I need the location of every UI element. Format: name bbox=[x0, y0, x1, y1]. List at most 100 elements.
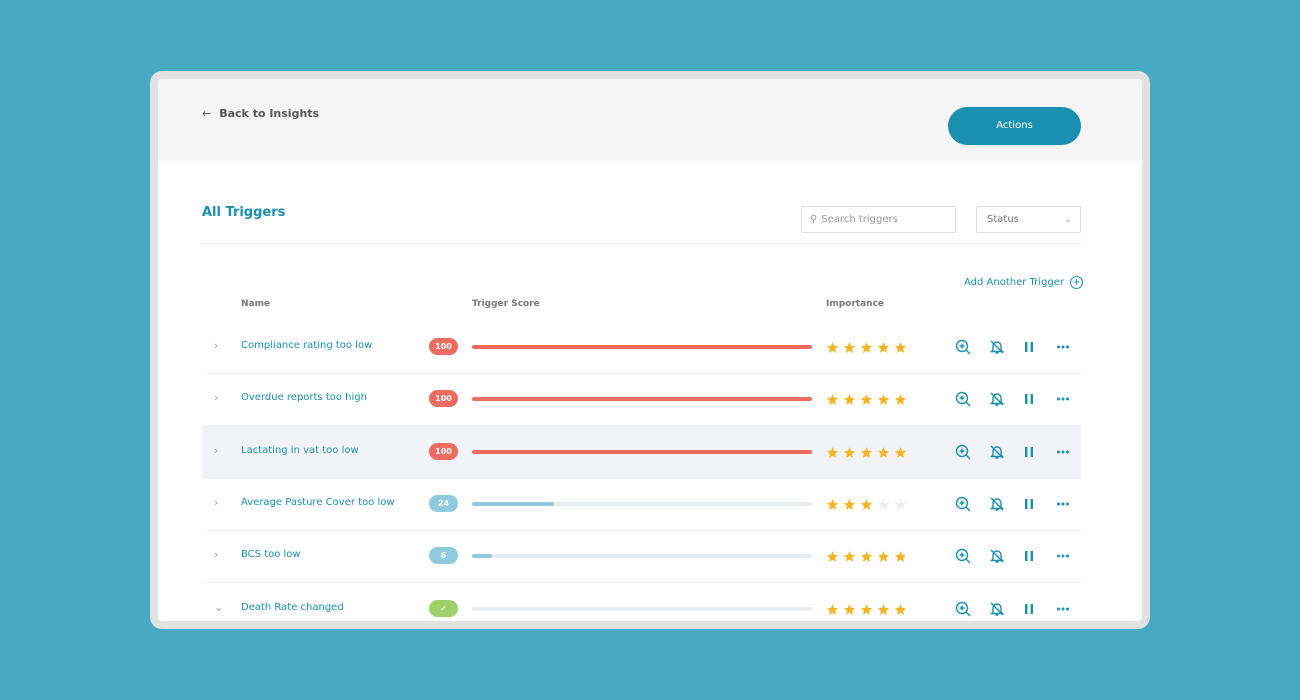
score-badge: 6 bbox=[429, 547, 458, 565]
back-link-text: Back to Insights bbox=[219, 107, 320, 120]
header: ← Back to Insights Actions bbox=[158, 79, 1142, 161]
more-button[interactable] bbox=[1055, 601, 1071, 617]
star bbox=[843, 391, 856, 410]
add-trigger-text: Add Another Trigger bbox=[964, 277, 1065, 288]
mute-button[interactable] bbox=[989, 548, 1005, 564]
star bbox=[877, 339, 890, 358]
expand-toggle[interactable]: › bbox=[214, 443, 219, 457]
mute-button[interactable] bbox=[989, 444, 1005, 460]
pause-button[interactable] bbox=[1021, 496, 1037, 512]
trigger-name[interactable]: Average Pasture Cover too low bbox=[241, 496, 395, 508]
column-header: Importance bbox=[826, 299, 885, 309]
score-track bbox=[472, 606, 812, 611]
star bbox=[877, 548, 890, 567]
score-bar bbox=[472, 554, 493, 559]
star bbox=[877, 601, 890, 620]
search-box[interactable]: ⚲ Search triggers bbox=[801, 206, 956, 233]
score-badge: 100 bbox=[429, 390, 458, 408]
star bbox=[826, 339, 839, 358]
mute-button[interactable] bbox=[989, 391, 1005, 407]
star bbox=[843, 601, 856, 620]
status-dropdown[interactable]: Status ⌄ bbox=[976, 206, 1081, 233]
inspect-button[interactable] bbox=[955, 496, 971, 512]
actions-button[interactable]: Actions bbox=[948, 107, 1081, 145]
star bbox=[843, 548, 856, 567]
importance-stars bbox=[826, 339, 911, 353]
importance-stars bbox=[826, 548, 911, 563]
inspect-button[interactable] bbox=[955, 548, 971, 564]
pause-button[interactable] bbox=[1021, 339, 1037, 355]
star bbox=[843, 444, 856, 463]
star bbox=[860, 391, 873, 410]
star bbox=[860, 339, 873, 358]
more-button[interactable] bbox=[1055, 548, 1071, 564]
expand-toggle[interactable]: ⌄ bbox=[214, 600, 224, 614]
inspect-button[interactable] bbox=[955, 391, 971, 407]
score-track bbox=[472, 501, 812, 506]
window-frame: ← Back to Insights Actions All Triggers ⚲… bbox=[150, 71, 1150, 629]
table-row: ⌄ Death Rate changed ✓ bbox=[202, 583, 1081, 622]
star bbox=[877, 391, 890, 410]
score-bar bbox=[472, 501, 554, 506]
trigger-name[interactable]: Compliance rating too low bbox=[241, 340, 373, 351]
add-trigger-link[interactable]: Add Another Trigger + bbox=[964, 276, 1084, 289]
more-button[interactable] bbox=[1055, 496, 1071, 512]
star bbox=[894, 391, 907, 410]
table-row: › BCS too low 6 bbox=[202, 530, 1081, 584]
inspect-button[interactable] bbox=[955, 339, 971, 355]
importance-stars bbox=[826, 444, 911, 458]
star bbox=[860, 496, 873, 515]
score-track bbox=[472, 449, 812, 454]
mute-button[interactable] bbox=[989, 496, 1005, 512]
expand-toggle[interactable]: › bbox=[214, 391, 219, 405]
star bbox=[860, 601, 873, 620]
score-badge: 100 bbox=[429, 338, 458, 355]
star bbox=[843, 496, 856, 515]
star bbox=[826, 496, 839, 515]
back-link[interactable]: ← Back to Insights bbox=[202, 107, 320, 120]
score-bar bbox=[472, 345, 812, 349]
trigger-name[interactable]: Lactating in vat too low bbox=[241, 444, 359, 456]
pause-button[interactable] bbox=[1021, 444, 1037, 460]
star bbox=[894, 339, 907, 358]
mute-button[interactable] bbox=[989, 339, 1005, 355]
pause-button[interactable] bbox=[1021, 391, 1037, 407]
pause-button[interactable] bbox=[1021, 548, 1037, 564]
score-bar bbox=[472, 449, 812, 454]
table-row: › Average Pasture Cover too low 24 bbox=[202, 478, 1081, 531]
star bbox=[894, 601, 907, 620]
expand-toggle[interactable]: › bbox=[214, 495, 219, 509]
table-row: › Compliance rating too low 100 bbox=[202, 321, 1081, 374]
search-placeholder: Search triggers bbox=[821, 214, 898, 225]
score-track bbox=[472, 345, 812, 349]
star bbox=[826, 391, 839, 410]
star bbox=[860, 548, 873, 567]
more-button[interactable] bbox=[1055, 391, 1071, 407]
inspect-button[interactable] bbox=[955, 444, 971, 460]
trigger-name[interactable]: Overdue reports too high bbox=[241, 392, 367, 404]
star bbox=[826, 444, 839, 463]
section-title: All Triggers bbox=[202, 205, 286, 220]
star bbox=[894, 444, 907, 463]
score-badge: 24 bbox=[429, 494, 458, 512]
expand-toggle[interactable]: › bbox=[214, 339, 219, 352]
score-track bbox=[472, 554, 812, 559]
pause-button[interactable] bbox=[1021, 601, 1037, 617]
expand-toggle[interactable]: › bbox=[214, 548, 219, 562]
more-button[interactable] bbox=[1055, 444, 1071, 460]
table-row: › Lactating in vat too low 100 bbox=[202, 425, 1081, 479]
status-label: Status bbox=[987, 214, 1019, 225]
trigger-name[interactable]: Death Rate changed bbox=[241, 601, 344, 613]
trigger-name[interactable]: BCS too low bbox=[241, 549, 301, 561]
inspect-button[interactable] bbox=[955, 601, 971, 617]
column-header: Trigger Score bbox=[472, 299, 540, 309]
score-bar bbox=[472, 397, 812, 402]
mute-button[interactable] bbox=[989, 601, 1005, 617]
divider bbox=[202, 243, 1081, 244]
more-button[interactable] bbox=[1055, 339, 1071, 355]
star bbox=[877, 444, 890, 463]
importance-stars bbox=[826, 496, 911, 510]
star bbox=[826, 548, 839, 567]
star bbox=[860, 444, 873, 463]
